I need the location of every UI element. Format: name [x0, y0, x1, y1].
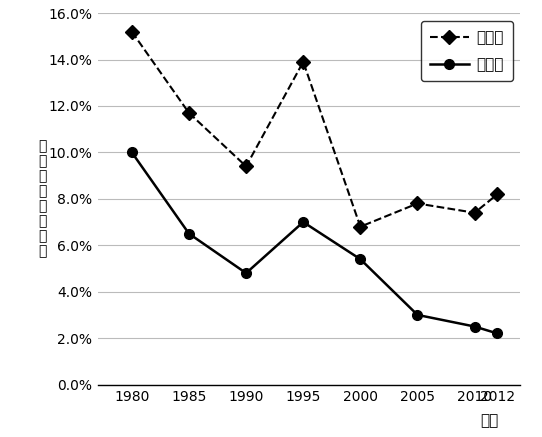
- 製造業: [414, 201, 421, 206]
- 全産業: [300, 219, 306, 225]
- 製造業: [357, 224, 364, 229]
- Line: 製造業: 製造業: [127, 27, 502, 232]
- Legend: 製造業, 全産業: 製造業, 全産業: [421, 21, 513, 81]
- 製造業: [128, 29, 135, 35]
- 製造業: [494, 191, 501, 197]
- 全産業: [414, 312, 421, 318]
- 全産業: [243, 271, 249, 276]
- 全産業: [186, 231, 192, 236]
- 製造業: [186, 110, 192, 115]
- 製造業: [243, 164, 249, 169]
- Text: 年度: 年度: [480, 413, 499, 428]
- 全産業: [128, 150, 135, 155]
- 全産業: [357, 257, 364, 262]
- 製造業: [472, 210, 478, 215]
- 全産業: [494, 331, 501, 336]
- 全産業: [472, 324, 478, 329]
- Text: 研
究
す
る
企
業
割
合: 研 究 す る 企 業 割 合: [38, 139, 47, 259]
- Line: 全産業: 全産業: [127, 148, 502, 338]
- 製造業: [300, 59, 306, 65]
